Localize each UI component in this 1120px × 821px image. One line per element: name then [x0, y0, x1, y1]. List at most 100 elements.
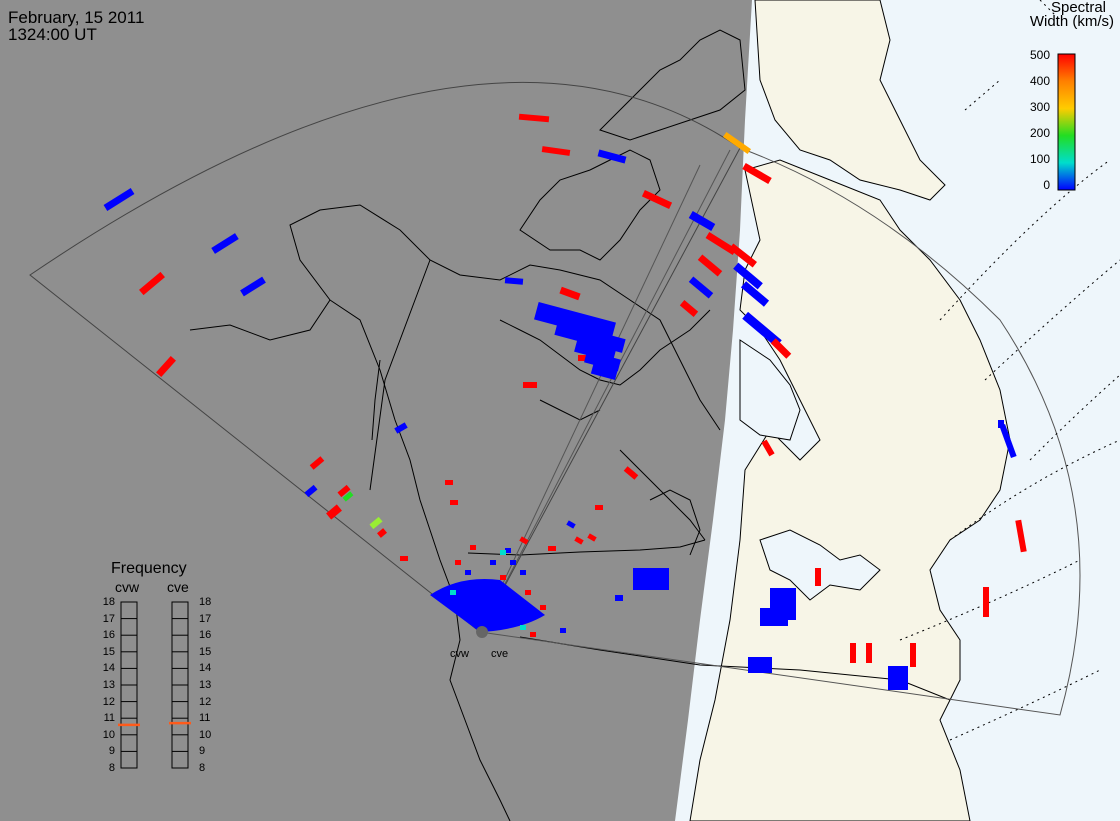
frequency-tick-label: 15 [102, 645, 115, 658]
frequency-title: Frequency [111, 560, 187, 577]
frequency-column-cvw: cvw [115, 579, 140, 595]
scatter-cell [888, 666, 908, 690]
scatter-cell [697, 254, 723, 277]
scatter-cell [326, 504, 342, 520]
scatter-cell [1015, 519, 1027, 553]
scatter-cell [103, 188, 135, 211]
scatter-cell [998, 420, 1004, 428]
frequency-tick-label: 10 [199, 728, 212, 741]
scatter-near-field [430, 579, 545, 632]
colorbar-tick-label: 500 [1029, 48, 1050, 62]
scatter-cell [688, 211, 716, 231]
frequency-tick-label: 14 [102, 662, 115, 675]
scatter-cell [910, 643, 916, 667]
colorbar-tick-label: 300 [1029, 100, 1050, 114]
great-lakes [759, 529, 881, 601]
scatter-cell [541, 146, 571, 156]
scatter-cell [574, 536, 584, 545]
scatter-cell [156, 355, 176, 378]
scatter-cell [377, 528, 387, 538]
scatter-cell [554, 321, 626, 353]
frequency-tick-label: 10 [102, 728, 115, 741]
scatter-cell [566, 520, 576, 529]
scatter-cell [866, 643, 872, 663]
scatter-cell [722, 131, 752, 155]
scatter-cell [504, 277, 524, 285]
frequency-tick-label: 17 [102, 612, 115, 625]
frequency-tick-label: 18 [199, 596, 212, 608]
scatter-cell [733, 262, 763, 290]
scatter-cell [369, 516, 383, 530]
scatter-cell [633, 568, 669, 590]
frequency-tick-label: 9 [199, 745, 206, 758]
scatter-cell [500, 550, 506, 555]
time-label: 1324:00 UT [8, 25, 97, 44]
scatter-cell [455, 560, 461, 565]
scatter-cell [304, 484, 318, 498]
scatter-cell [520, 625, 526, 630]
colorbar-tick-label: 100 [1029, 152, 1050, 166]
colorbar-title-line2: Width (km/s) [1029, 13, 1114, 30]
colorbar-tick-label: 400 [1029, 74, 1050, 88]
scatter-cell [740, 281, 770, 307]
scatter-cell [520, 570, 526, 575]
frequency-tick-label: 9 [108, 745, 115, 758]
scatter-cell [679, 300, 699, 317]
scatter-cell [641, 189, 673, 210]
radar-label-cve: cve [491, 648, 509, 660]
scatter-cell [742, 162, 772, 185]
scatter-cell [450, 590, 456, 595]
scatter-cell [518, 113, 550, 123]
scatter-cell [450, 500, 458, 505]
scatter-cell [525, 590, 531, 595]
scatter-cell [465, 570, 471, 575]
backscatter-cells [103, 113, 1027, 690]
frequency-tick-label: 16 [199, 629, 212, 642]
frequency-tick-label: 12 [199, 695, 212, 708]
colorbar-tick-label: 200 [1029, 126, 1050, 140]
scatter-cell [337, 484, 351, 498]
scatter-cell [597, 149, 627, 164]
scatter-cell [761, 439, 775, 457]
scatter-cell [590, 361, 619, 381]
scatter-cell [705, 232, 737, 255]
scatter-cell [615, 595, 623, 601]
coastlines-night [189, 29, 746, 821]
frequency-panel [118, 601, 191, 769]
scatter-cell [983, 587, 989, 617]
frequency-tick-label: 17 [199, 612, 212, 625]
scatter-cell [587, 533, 597, 542]
hudson-bay-day [739, 339, 801, 441]
scatter-cell [523, 382, 537, 388]
colorbar-tick-label: 0 [1043, 178, 1050, 192]
scatter-cell [742, 311, 782, 348]
frequency-tick-label: 12 [102, 695, 115, 708]
frequency-tick-label: 13 [102, 679, 115, 691]
scatter-cell [595, 505, 603, 510]
frequency-tick-label: 11 [103, 712, 115, 725]
scatter-cell [748, 657, 772, 673]
scatter-cell [211, 233, 239, 254]
frequency-tick-label: 18 [102, 596, 115, 608]
frequency-tick-label: 11 [199, 712, 211, 725]
scatter-cell [850, 643, 856, 663]
scatter-cell [540, 605, 546, 610]
scatter-cell [534, 301, 616, 341]
scatter-cell [688, 276, 714, 299]
frequency-tick-label: 16 [102, 629, 115, 642]
scatter-cell [584, 350, 621, 372]
scatter-cell [309, 456, 325, 470]
frequency-column-cve: cve [167, 579, 189, 595]
scatter-cell [240, 276, 266, 297]
scatter-cell [760, 608, 788, 626]
scatter-cell [490, 560, 496, 565]
date-label: February, 15 2011 [8, 8, 145, 27]
frequency-tick-label: 13 [199, 679, 212, 691]
radar-fov-outline [29, 81, 1081, 716]
scatter-cell [400, 556, 408, 561]
scatter-cell [560, 628, 566, 633]
frequency-tick-label: 15 [199, 645, 212, 658]
scatter-cell [729, 243, 757, 268]
colorbar-gradient [1057, 53, 1076, 191]
